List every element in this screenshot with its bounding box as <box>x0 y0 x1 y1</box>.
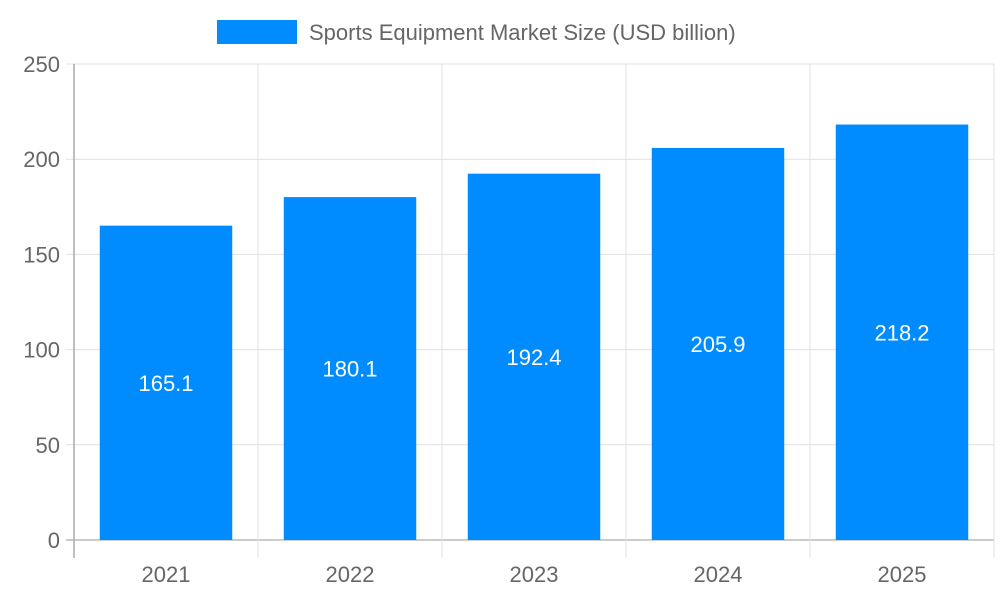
y-tick-label: 0 <box>48 528 60 553</box>
bar-2022[interactable] <box>283 197 417 540</box>
legend-label[interactable]: Sports Equipment Market Size (USD billio… <box>309 20 736 45</box>
data-labels: 165.1 180.1 192.4 205.9 218.2 <box>138 320 929 396</box>
x-tick-label: 2023 <box>510 562 559 587</box>
bar-2024[interactable] <box>651 147 785 540</box>
axes: 0 50 100 150 200 250 2021 2022 2023 2024 2025 <box>23 52 926 587</box>
legend[interactable]: Sports Equipment Market Size (USD billio… <box>217 20 736 45</box>
data-label: 165.1 <box>138 371 193 396</box>
y-tick-label: 150 <box>23 242 60 267</box>
x-tick-label: 2022 <box>326 562 375 587</box>
legend-swatch[interactable] <box>217 20 297 44</box>
bars <box>99 124 969 540</box>
y-tick-label: 200 <box>23 147 60 172</box>
data-label: 180.1 <box>322 357 377 382</box>
y-tick-label: 50 <box>36 433 60 458</box>
bar-2021[interactable] <box>99 225 233 540</box>
data-label: 205.9 <box>690 332 745 357</box>
bar-2023[interactable] <box>467 173 601 540</box>
x-tick-label: 2021 <box>142 562 191 587</box>
data-label: 218.2 <box>874 320 929 345</box>
y-tick-label: 100 <box>23 338 60 363</box>
data-label: 192.4 <box>506 345 561 370</box>
y-tick-label: 250 <box>23 52 60 77</box>
x-tick-label: 2025 <box>878 562 927 587</box>
x-tick-label: 2024 <box>694 562 743 587</box>
bar-2025[interactable] <box>835 124 969 540</box>
